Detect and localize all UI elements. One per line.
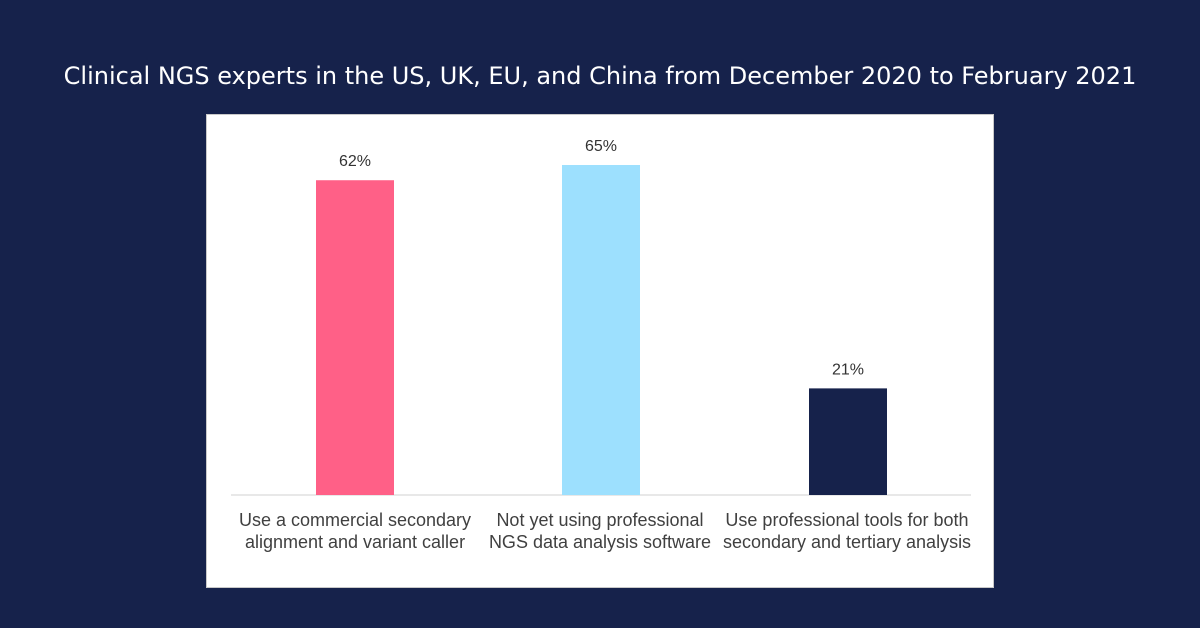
bar-commercial-secondary [316,180,394,495]
category-label-not-yet-using: Not yet using professional NGS data anal… [488,510,712,552]
chart-title: Clinical NGS experts in the US, UK, EU, … [63,62,1137,90]
category-label-professional-tools: Use professional tools for both secondar… [722,510,972,552]
data-label-professional-tools: 21% [832,361,864,378]
data-label-commercial-secondary: 62% [339,153,371,170]
bar-not-yet-using [562,165,640,495]
bar-chart: 62% 65% 21% [231,138,971,496]
data-label-not-yet-using: 65% [585,138,617,155]
category-label-commercial-secondary: Use a commercial secondary alignment and… [238,510,472,552]
bar-professional-tools [809,388,887,495]
chart-panel: 62% 65% 21% Use a commercial secondary ali… [206,114,994,588]
bars-layer: 62% 65% 21% [316,138,887,495]
